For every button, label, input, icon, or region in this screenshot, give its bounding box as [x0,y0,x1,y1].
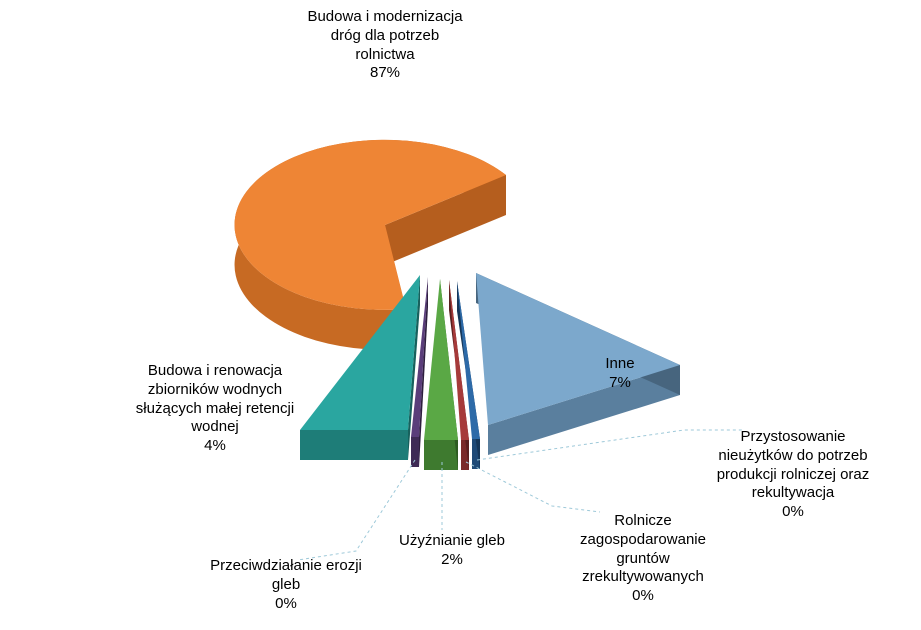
label-drogi: Budowa i modernizacja dróg dla potrzeb r… [255,8,515,83]
label-rolnicze: Rolnicze zagospodarowanie gruntów zrekul… [538,512,748,606]
label-retencja: Budowa i renowacja zbiorników wodnych sł… [90,362,340,456]
slice-uzyznianie [424,279,458,470]
chart-stage: Budowa i modernizacja dróg dla potrzeb r… [0,0,921,630]
slice-drogi [235,140,506,350]
label-inne: Inne 7% [570,355,670,393]
label-przystosowanie: Przystosowanie nieużytków do potrzeb pro… [668,428,918,522]
label-uzyznianie: Użyźnianie gleb 2% [362,532,542,570]
